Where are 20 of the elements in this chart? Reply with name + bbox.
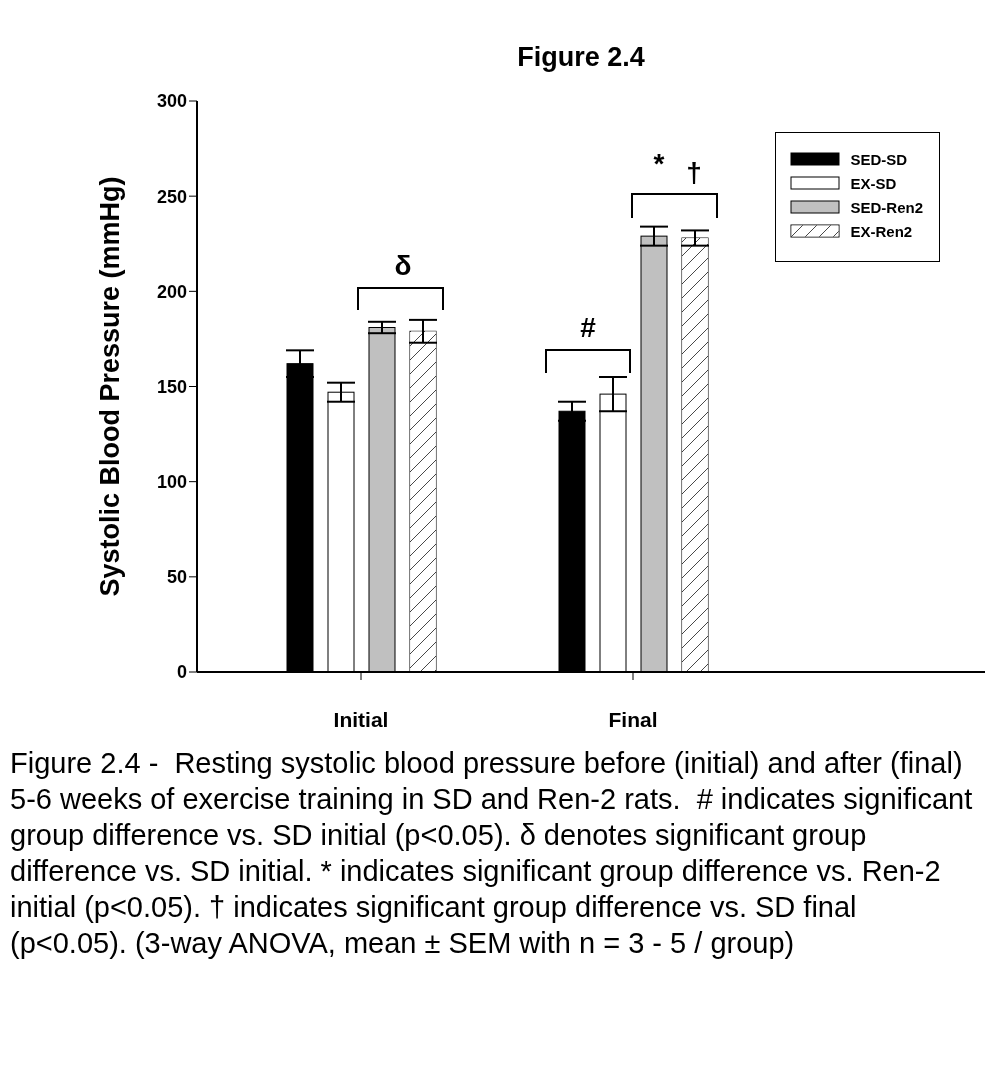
legend-label: SED-Ren2 xyxy=(850,198,923,216)
annotation: † xyxy=(686,156,702,188)
y-tick-label: 300 xyxy=(156,91,187,112)
legend-label: SED-SD xyxy=(850,150,908,168)
y-tick-label: 50 xyxy=(166,567,187,588)
legend-label: EX-SD xyxy=(850,174,897,192)
x-tick-label: Initial xyxy=(333,707,389,731)
legend-label: EX-Ren2 xyxy=(850,222,913,240)
y-axis-title: Systolic Blood Pressure (mmHg) xyxy=(95,176,125,597)
annotation: # xyxy=(580,311,597,343)
chart-title: Figure 2.4 xyxy=(516,42,646,73)
annotation: * xyxy=(653,147,665,179)
caption: Figure 2.4 - Resting systolic blood pressure before (initial) and after (final) 5-6 weeks of exercise training in SD and Ren-2 rats. # indicates significant group difference vs. SD initial (p<0.05). δ denotes significant group difference vs. SD initial. * indicates significant group difference vs. Ren-2 initial (p<0.05). † indicates significant group difference vs. SD final (p<0.05). (3-way ANOVA, mean ± SEM with n = 3 - 5 / group) xyxy=(10,746,974,961)
y-tick-label: 200 xyxy=(156,281,187,302)
y-tick-label: 250 xyxy=(156,186,187,207)
y-tick-label: 150 xyxy=(156,376,187,397)
y-tick-label: 100 xyxy=(156,472,187,493)
y-tick-label: 0 xyxy=(176,662,187,683)
x-tick-label: Final xyxy=(608,707,658,731)
annotation: δ xyxy=(394,249,412,281)
